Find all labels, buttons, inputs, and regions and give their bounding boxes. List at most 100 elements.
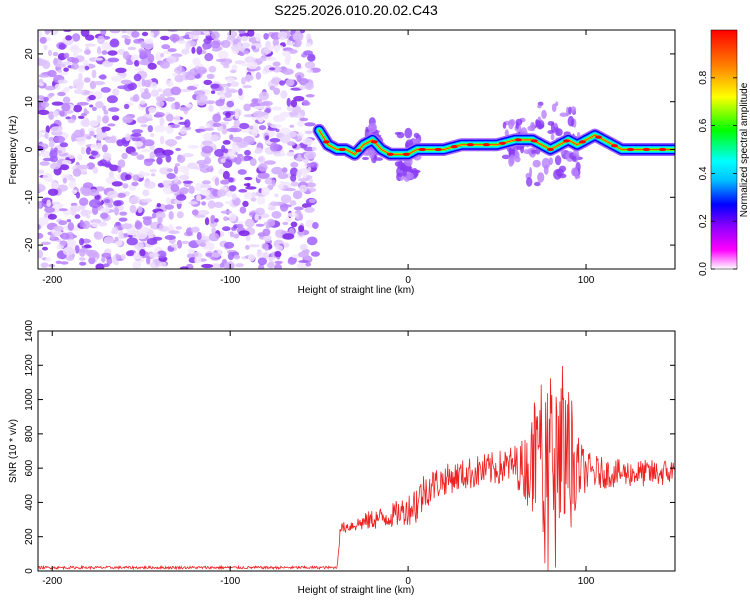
ridge-peak <box>643 147 650 152</box>
noise-blob <box>160 35 170 41</box>
noise-blob <box>159 224 164 230</box>
noise-blob <box>261 243 269 250</box>
colorbar-tick-label: 0.4 <box>698 166 709 180</box>
snr-x-label: Height of straight line (km) <box>298 585 415 596</box>
ridge-blob <box>406 168 414 173</box>
noise-blob <box>165 113 174 122</box>
noise-blob <box>80 147 86 155</box>
noise-blob <box>274 263 282 269</box>
noise-blob <box>178 165 190 173</box>
noise-blob <box>282 68 294 75</box>
noise-blob <box>120 73 126 79</box>
ridge-blob <box>574 170 579 180</box>
noise-blob <box>142 189 150 197</box>
noise-blob <box>155 112 165 118</box>
noise-blob <box>165 96 176 102</box>
noise-blob <box>179 88 192 93</box>
noise-blob <box>42 246 48 251</box>
noise-blob <box>136 116 149 124</box>
noise-blob <box>299 184 308 193</box>
noise-blob <box>297 153 302 163</box>
noise-blob <box>53 135 66 143</box>
noise-blob <box>176 211 184 219</box>
noise-blob <box>243 103 251 112</box>
noise-blob <box>178 64 183 74</box>
noise-blob <box>38 73 49 78</box>
noise-blob <box>126 229 138 236</box>
noise-blob <box>63 52 70 59</box>
noise-blob <box>144 79 151 88</box>
noise-blob <box>74 214 81 219</box>
noise-blob <box>188 185 195 194</box>
noise-blob <box>200 189 211 196</box>
ridge-blob <box>576 132 581 138</box>
noise-blob <box>61 103 71 112</box>
noise-blob <box>57 79 68 84</box>
noise-blob <box>115 67 127 74</box>
noise-blob <box>247 30 255 37</box>
noise-blob <box>91 106 97 112</box>
ridge-blob <box>406 172 414 179</box>
noise-blob <box>210 83 220 89</box>
noise-blob <box>208 104 214 112</box>
noise-blob <box>308 187 317 193</box>
noise-blob <box>185 42 191 50</box>
noise-blob <box>298 260 309 263</box>
noise-blob <box>302 99 309 106</box>
noise-blob <box>131 137 142 142</box>
noise-blob <box>112 255 117 265</box>
colorbar-tick-label: 0.6 <box>698 118 709 132</box>
noise-blob <box>139 50 146 56</box>
noise-blob <box>208 65 217 73</box>
noise-blob <box>42 157 55 162</box>
noise-blob <box>264 135 270 141</box>
noise-blob <box>202 180 211 185</box>
noise-blob <box>171 103 176 110</box>
noise-blob <box>233 119 240 128</box>
noise-blob <box>159 117 165 126</box>
noise-blob <box>150 32 155 38</box>
noise-blob <box>107 204 114 208</box>
noise-blob <box>250 197 257 202</box>
noise-blob <box>224 200 233 205</box>
noise-blob <box>91 205 99 215</box>
noise-blob <box>240 62 249 67</box>
noise-blob <box>285 217 292 223</box>
noise-blob <box>50 181 59 190</box>
noise-blob <box>258 163 268 172</box>
noise-blob <box>101 144 108 153</box>
noise-blob <box>257 196 266 205</box>
noise-blob <box>150 82 158 89</box>
noise-blob <box>109 30 121 34</box>
noise-blob <box>127 46 137 51</box>
noise-blob <box>215 58 227 63</box>
noise-blob <box>266 256 276 262</box>
noise-blob <box>38 201 42 209</box>
noise-blob <box>234 156 242 165</box>
noise-blob <box>289 200 297 206</box>
noise-blob <box>79 238 85 246</box>
noise-blob <box>298 225 305 233</box>
ridge-blob <box>523 149 531 155</box>
noise-blob <box>131 181 139 187</box>
noise-blob <box>150 133 155 138</box>
noise-blob <box>103 263 110 268</box>
noise-blob <box>80 30 90 37</box>
noise-blob <box>287 141 296 146</box>
noise-blob <box>194 256 202 264</box>
noise-blob <box>159 135 165 145</box>
noise-blob <box>307 166 312 172</box>
noise-blob <box>286 151 295 157</box>
noise-blob <box>290 221 298 228</box>
noise-blob <box>39 161 50 166</box>
noise-blob <box>38 130 43 139</box>
noise-blob <box>238 230 250 237</box>
noise-blob <box>274 193 279 198</box>
noise-blob <box>225 111 231 118</box>
noise-blob <box>51 101 64 106</box>
ridge-peak <box>546 147 554 152</box>
noise-blob <box>52 110 59 118</box>
colorbar-tick-label: 0.8 <box>698 70 709 84</box>
noise-blob <box>205 123 211 128</box>
noise-blob <box>60 232 70 240</box>
